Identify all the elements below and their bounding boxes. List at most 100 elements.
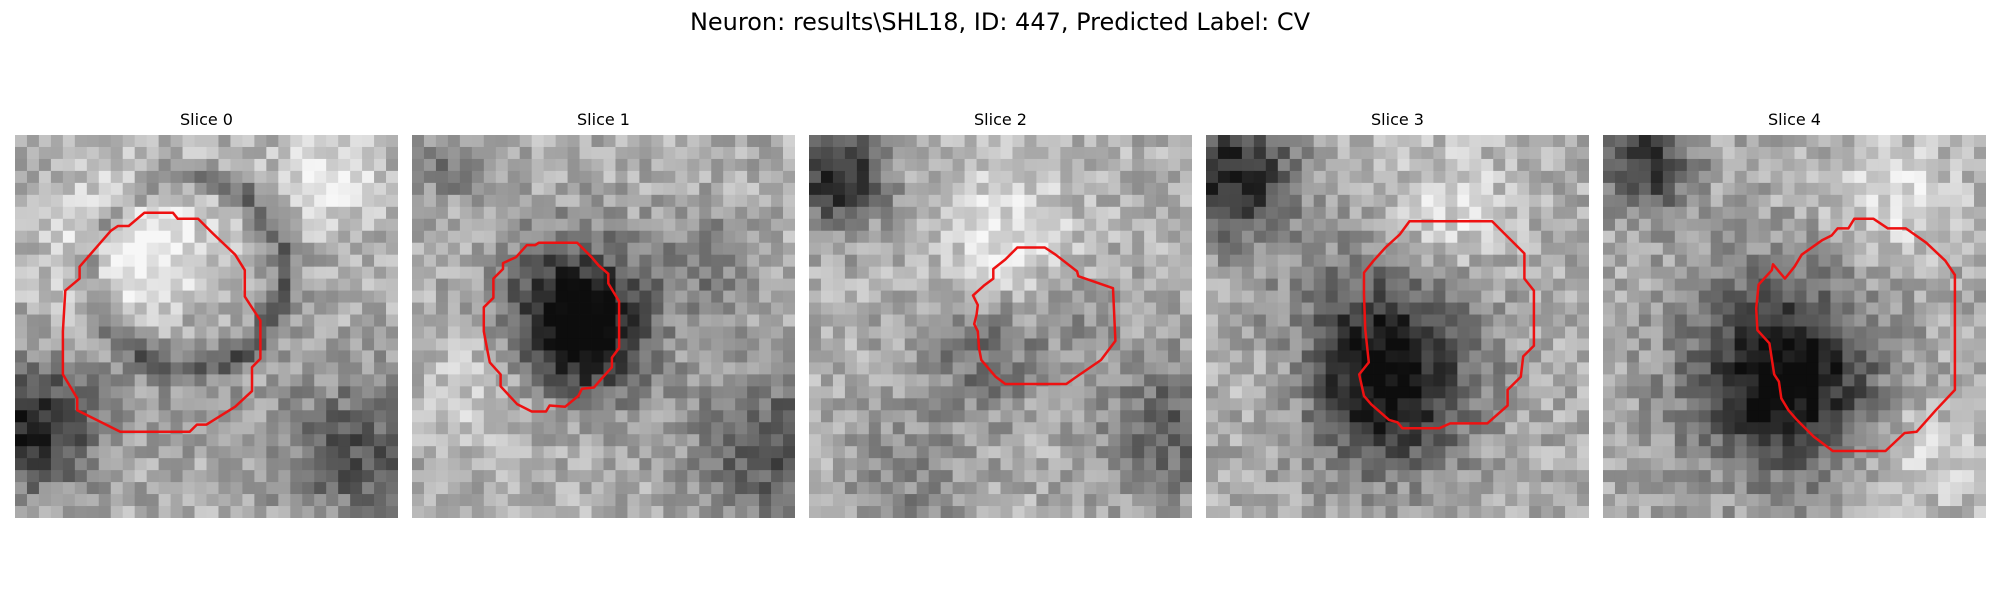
pixel	[1433, 482, 1446, 495]
pixel	[759, 302, 772, 315]
pixel	[290, 386, 303, 399]
pixel	[266, 506, 279, 518]
pixel	[1289, 458, 1303, 471]
pixel	[1650, 146, 1664, 160]
pixel	[1229, 194, 1243, 208]
pixel	[1806, 458, 1819, 471]
pixel	[374, 278, 387, 291]
pixel	[1541, 326, 1554, 339]
pixel	[844, 410, 858, 423]
pixel	[1313, 482, 1327, 495]
pixel	[374, 338, 387, 351]
pixel	[1337, 146, 1351, 160]
pixel	[820, 158, 834, 172]
pixel	[1144, 218, 1157, 232]
pixel	[1144, 314, 1157, 327]
pixel	[1084, 170, 1097, 184]
pixel	[1902, 194, 1915, 208]
pixel	[1818, 182, 1831, 196]
pixel	[1048, 302, 1061, 315]
pixel	[615, 362, 628, 375]
pixel	[1890, 338, 1903, 351]
pixel	[1180, 446, 1192, 459]
pixel	[1529, 146, 1542, 160]
pixel	[278, 266, 291, 280]
pixel	[507, 170, 521, 184]
pixel	[459, 350, 473, 363]
pixel	[1650, 338, 1664, 351]
pixel	[1674, 218, 1688, 232]
pixel	[1144, 170, 1157, 184]
pixel	[1253, 350, 1267, 363]
pixel	[1686, 386, 1700, 399]
pixel	[820, 314, 834, 327]
pixel	[1854, 362, 1867, 375]
pixel	[386, 314, 398, 327]
pixel	[615, 446, 628, 459]
pixel	[735, 446, 748, 459]
pixel	[1180, 170, 1192, 184]
pixel	[952, 135, 965, 148]
pixel	[1168, 170, 1181, 184]
pixel	[1842, 254, 1855, 268]
pixel	[1818, 362, 1831, 375]
pixel	[326, 362, 339, 375]
pixel	[1012, 326, 1025, 339]
pixel	[435, 290, 449, 303]
pixel	[1770, 206, 1783, 220]
pixel	[1409, 158, 1422, 172]
pixel	[1842, 338, 1855, 351]
pixel	[1048, 506, 1061, 518]
pixel	[338, 362, 351, 375]
pixel	[892, 338, 906, 351]
pixel	[940, 446, 954, 459]
pixel	[495, 506, 509, 518]
pixel	[1072, 135, 1085, 148]
pixel	[928, 350, 942, 363]
pixel	[194, 350, 207, 363]
pixel	[1626, 374, 1640, 387]
pixel	[1529, 266, 1542, 280]
pixel	[1132, 470, 1145, 483]
pixel	[483, 326, 497, 339]
pixel	[483, 314, 497, 327]
pixel	[1012, 458, 1025, 471]
pixel	[952, 326, 965, 339]
pixel	[350, 314, 363, 327]
pixel	[182, 146, 195, 160]
pixel	[555, 362, 568, 375]
pixel	[386, 374, 398, 387]
pixel	[1493, 446, 1506, 459]
pixel	[1289, 194, 1303, 208]
pixel	[1734, 362, 1748, 375]
pixel	[627, 146, 640, 160]
pixel	[483, 386, 497, 399]
pixel	[1481, 350, 1494, 363]
pixel	[1577, 230, 1589, 244]
pixel	[206, 170, 219, 184]
pixel	[519, 182, 533, 196]
pixel	[1541, 182, 1554, 196]
pixel	[988, 182, 1001, 196]
pixel	[603, 230, 616, 244]
pixel	[122, 362, 136, 375]
pixel	[230, 158, 243, 172]
pixel	[1565, 206, 1578, 220]
pixel	[1914, 254, 1927, 268]
pixel	[1253, 494, 1267, 507]
pixel	[1529, 194, 1542, 208]
pixel	[639, 470, 652, 483]
pixel	[1457, 170, 1470, 184]
pixel	[338, 506, 351, 518]
pixel	[471, 135, 485, 148]
pixel	[15, 266, 28, 280]
pixel	[1962, 290, 1975, 303]
pixel	[663, 470, 676, 483]
pixel	[663, 410, 676, 423]
pixel	[639, 278, 652, 291]
pixel	[1662, 170, 1676, 184]
pixel	[471, 230, 485, 244]
pixel	[1722, 362, 1736, 375]
pixel	[1902, 146, 1915, 160]
pixel	[278, 194, 291, 208]
